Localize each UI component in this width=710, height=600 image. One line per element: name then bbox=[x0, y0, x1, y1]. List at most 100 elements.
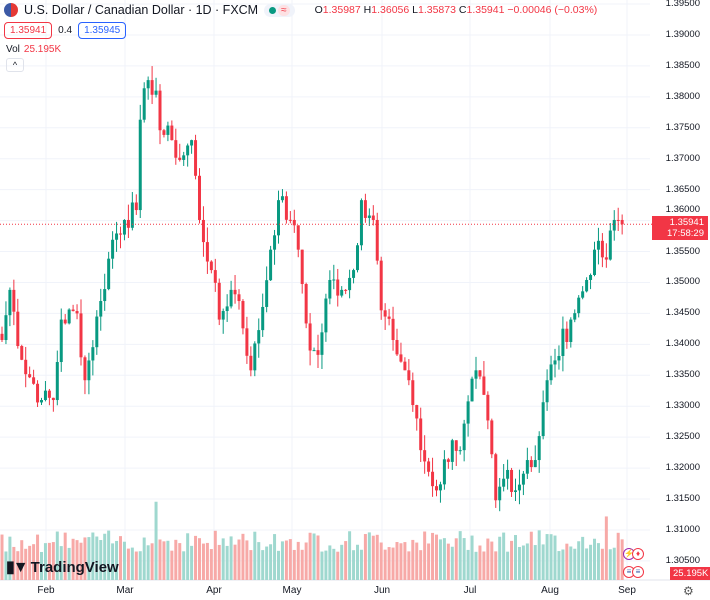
volume-bar bbox=[320, 551, 324, 580]
candle-body bbox=[585, 279, 589, 292]
volume-bar bbox=[213, 530, 217, 580]
candle-body bbox=[178, 157, 182, 160]
candle-body bbox=[332, 279, 336, 281]
candle-body bbox=[115, 233, 119, 240]
volume-bar bbox=[517, 546, 521, 580]
price-axis-label: 1.33500 bbox=[665, 369, 700, 381]
price-axis-label: 1.31000 bbox=[665, 523, 700, 535]
candle-body bbox=[257, 330, 261, 344]
time-axis-label: Jul bbox=[463, 585, 477, 596]
sell-button[interactable]: 1.35941 bbox=[4, 22, 53, 39]
canada-flag-icon[interactable]: ♦ bbox=[632, 548, 644, 560]
volume-bar bbox=[557, 551, 561, 580]
candle-body bbox=[600, 240, 604, 258]
tradingview-logo[interactable]: ▮▼ TradingView bbox=[6, 558, 119, 577]
volume-bar bbox=[399, 543, 403, 580]
volume-bar bbox=[265, 546, 269, 580]
volume-bar bbox=[553, 535, 557, 580]
volume-bar bbox=[474, 551, 478, 580]
candle-body bbox=[569, 319, 573, 343]
candle-body bbox=[158, 90, 162, 131]
volume-bar bbox=[296, 541, 300, 580]
candle-body bbox=[399, 354, 403, 362]
candle-body bbox=[209, 261, 213, 271]
volume-bar bbox=[146, 545, 150, 580]
volume-bar bbox=[332, 548, 336, 580]
candle-body bbox=[40, 400, 43, 403]
candle-body bbox=[83, 357, 87, 381]
buy-button[interactable]: 1.35945 bbox=[78, 22, 127, 39]
volume-bar bbox=[292, 549, 296, 580]
volume-bar bbox=[288, 539, 292, 580]
volume-bar bbox=[525, 543, 529, 580]
volume-bar bbox=[450, 546, 454, 580]
volume-bar bbox=[427, 543, 431, 580]
volume-bar bbox=[486, 538, 490, 580]
volume-bar bbox=[565, 543, 569, 580]
volume-bar bbox=[498, 536, 502, 580]
volume-bar bbox=[454, 538, 458, 580]
price-axis-label: 1.34000 bbox=[665, 338, 700, 350]
candle-body bbox=[316, 350, 320, 355]
symbol-legend: U.S. Dollar / Canadian Dollar · 1D · FXC… bbox=[4, 3, 597, 17]
candle-body bbox=[340, 289, 344, 296]
volume-bar bbox=[209, 549, 213, 580]
symbol-title[interactable]: U.S. Dollar / Canadian Dollar · 1D · FXC… bbox=[24, 3, 259, 17]
price-axis-label: 1.31500 bbox=[665, 493, 700, 505]
candle-body bbox=[363, 200, 367, 218]
candle-body bbox=[545, 380, 549, 403]
candle-body bbox=[581, 291, 585, 298]
price-axis-label: 1.32500 bbox=[665, 431, 700, 443]
tv-logo-icon: ▮▼ bbox=[6, 559, 29, 576]
volume-bar bbox=[490, 541, 494, 580]
price-axis-label: 1.39000 bbox=[665, 28, 700, 40]
volume-bar bbox=[217, 544, 221, 580]
time-axis-label: Aug bbox=[541, 585, 559, 596]
time-axis-label: Mar bbox=[116, 585, 134, 596]
volume-bar bbox=[352, 550, 356, 580]
candle-body bbox=[415, 405, 419, 419]
volume-bar bbox=[466, 549, 470, 580]
spread: 0.4 bbox=[58, 25, 73, 36]
candle-body bbox=[589, 274, 593, 280]
volume-bar bbox=[249, 550, 253, 580]
candle-body bbox=[328, 279, 332, 299]
current-price-tag: 1.35941 17:58:29 bbox=[652, 216, 708, 240]
candle-body bbox=[533, 460, 537, 468]
us-flag-icon[interactable]: ≡ bbox=[632, 566, 644, 578]
volume-bar bbox=[494, 551, 498, 580]
volume-bar bbox=[107, 530, 111, 580]
candle-body bbox=[221, 311, 225, 320]
volume-bar bbox=[111, 543, 115, 580]
candle-body bbox=[166, 125, 170, 135]
candle-body bbox=[225, 306, 229, 312]
volume-bar bbox=[241, 533, 245, 580]
volume-bar bbox=[134, 551, 138, 580]
candle-body bbox=[28, 374, 32, 378]
market-status[interactable]: ≈ bbox=[264, 3, 295, 17]
volume-bar bbox=[201, 543, 205, 580]
collapse-legend-button[interactable]: ^ bbox=[6, 58, 24, 72]
volume-bar bbox=[541, 544, 545, 580]
candle-body bbox=[201, 219, 205, 243]
candle-body bbox=[435, 486, 438, 491]
volume-bar bbox=[423, 531, 427, 580]
candle-body bbox=[356, 245, 359, 271]
volume-bar bbox=[581, 536, 585, 580]
candle-body bbox=[122, 219, 126, 235]
volume-tag: 25.195K bbox=[670, 567, 710, 580]
candle-body bbox=[12, 289, 16, 312]
volume-bar bbox=[593, 538, 596, 580]
volume-bar bbox=[284, 540, 288, 580]
settings-gear-icon[interactable]: ⚙ bbox=[683, 584, 694, 598]
candle-body bbox=[99, 301, 103, 317]
volume-legend: Vol 25.195K bbox=[6, 44, 62, 55]
price-axis-label: 1.35000 bbox=[665, 276, 700, 288]
candle-body bbox=[130, 202, 134, 228]
volume-bar bbox=[4, 551, 8, 580]
volume-bar bbox=[348, 531, 352, 580]
candle-body bbox=[517, 484, 521, 491]
candle-body bbox=[229, 289, 233, 307]
volume-bar bbox=[245, 540, 249, 580]
